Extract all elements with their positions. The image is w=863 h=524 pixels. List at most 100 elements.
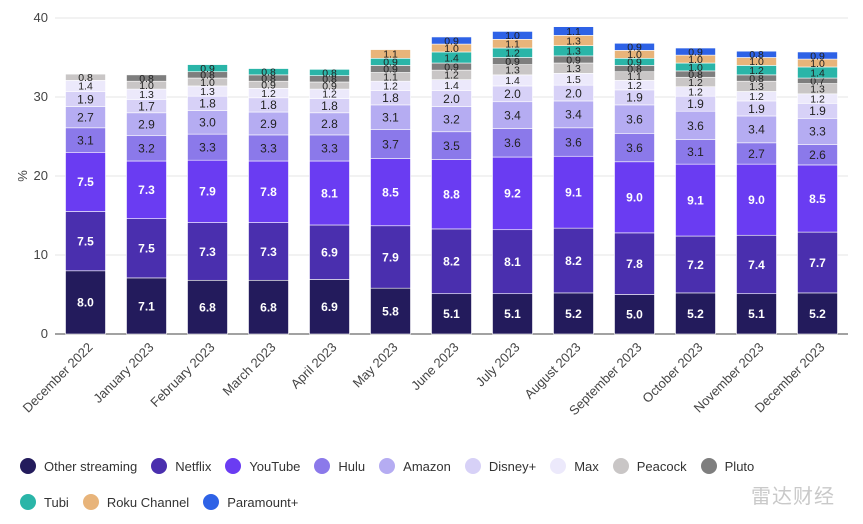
- data-label: 1.2: [261, 88, 276, 100]
- data-label: 2.6: [809, 148, 826, 162]
- bar-segment: [126, 277, 167, 335]
- data-label: 1.8: [260, 98, 277, 112]
- data-label: 7.7: [809, 256, 826, 270]
- y-tick-label: 0: [41, 326, 48, 341]
- data-label: 7.5: [138, 242, 155, 256]
- data-label: 1.9: [77, 92, 94, 106]
- data-label: 1.1: [383, 72, 398, 84]
- bar-segment: [797, 231, 838, 294]
- data-label: 3.0: [199, 116, 216, 130]
- data-label: 0.9: [566, 54, 581, 66]
- bar-segment: [431, 293, 472, 335]
- bar-segment: [248, 279, 289, 335]
- data-label: 1.4: [505, 75, 520, 87]
- bar-segment: [736, 163, 777, 236]
- data-label: 5.2: [809, 307, 826, 321]
- data-label: 7.4: [748, 258, 765, 272]
- data-label: 1.1: [566, 26, 581, 38]
- data-label: 0.9: [444, 35, 459, 47]
- bar-segment: [309, 134, 350, 162]
- data-label: 5.8: [382, 304, 399, 318]
- data-label: 1.8: [321, 99, 338, 113]
- bar-segment: [553, 155, 594, 229]
- watermark-text: 雷达财经: [751, 484, 835, 508]
- data-label: 9.0: [748, 193, 765, 207]
- data-label: 1.2: [627, 80, 642, 92]
- legend-swatch: [464, 458, 481, 474]
- legend-swatch: [20, 458, 36, 474]
- data-label: 1.0: [810, 58, 825, 70]
- bar-segment: [675, 235, 716, 294]
- chart-container: 0 10 20 30 40% 8.0 7.5 7.5 3.1 2.7 1.9 1.4 0.8 Decemb…: [15, 10, 848, 510]
- data-label: 0.8: [261, 67, 276, 79]
- data-label: 3.4: [504, 108, 521, 122]
- bar-segment: [553, 227, 594, 294]
- bar-segment: [126, 135, 167, 162]
- data-label: 3.4: [748, 123, 765, 137]
- data-label: 9.2: [504, 187, 521, 201]
- bar-segment: [126, 74, 167, 82]
- bar-segment: [187, 64, 228, 73]
- data-label: 0.8: [749, 49, 764, 61]
- x-tick-label: August 2023: [521, 340, 583, 402]
- data-label: 6.9: [321, 246, 338, 260]
- data-label: 0.9: [322, 80, 337, 92]
- legend-swatch: [203, 494, 220, 510]
- bar-segment: [614, 294, 655, 335]
- data-label: 7.9: [199, 185, 216, 199]
- data-label: 5.2: [565, 307, 582, 321]
- legend-label: Pluto: [724, 458, 755, 474]
- data-label: 0.9: [627, 57, 642, 69]
- bar-segment: [187, 133, 228, 161]
- data-label: 3.6: [626, 141, 643, 155]
- bar-segment: [797, 51, 838, 60]
- data-label: 7.2: [687, 258, 704, 272]
- bar-segment: [431, 131, 472, 160]
- legend-label: Amazon: [403, 458, 451, 474]
- data-label: 6.8: [260, 300, 277, 314]
- data-label: 9.1: [565, 186, 582, 200]
- legend-swatch: [550, 458, 567, 474]
- bar-segment: [65, 270, 106, 335]
- x-tick-label: January 2023: [90, 340, 156, 406]
- bar-segment: [370, 104, 411, 130]
- data-label: 0.9: [383, 64, 398, 76]
- x-tick-label: July 2023: [473, 340, 523, 390]
- data-label: 3.6: [504, 136, 521, 150]
- bar-segment: [553, 26, 594, 36]
- legend-item: Amazon: [379, 458, 451, 474]
- bar-segment: [492, 31, 533, 40]
- data-label: 1.9: [626, 91, 643, 105]
- legend-item: Netflix: [151, 458, 211, 474]
- data-label: 2.0: [443, 92, 460, 106]
- bar-segment: [492, 293, 533, 335]
- data-label: 8.5: [382, 186, 399, 200]
- bar-segment: [675, 139, 716, 165]
- chart-legend: Other streaming Netflix YouTube Hulu Amazon D…: [20, 452, 850, 524]
- bar-segment: [797, 292, 838, 335]
- x-tick-label: December 2022: [20, 340, 96, 416]
- bar-segment: [492, 156, 533, 231]
- data-label: 1.9: [809, 104, 826, 118]
- data-label: 2.0: [504, 87, 521, 101]
- bar-segment: [370, 287, 411, 335]
- data-label: 8.5: [809, 192, 826, 206]
- data-label: 1.2: [810, 93, 825, 105]
- bar-segment: [675, 47, 716, 56]
- legend-label: Paramount+: [227, 494, 299, 510]
- data-label: 5.1: [748, 307, 765, 321]
- data-label: 5.0: [626, 308, 643, 322]
- data-label: 1.4: [78, 81, 93, 93]
- bar-segment: [431, 159, 472, 230]
- data-label: 0.9: [383, 57, 398, 69]
- data-label: 1.9: [748, 102, 765, 116]
- data-label: 0.8: [261, 73, 276, 85]
- data-label: 6.9: [321, 300, 338, 314]
- data-label: 1.4: [444, 80, 459, 92]
- data-label: 0.8: [627, 63, 642, 75]
- data-label: 1.3: [139, 89, 154, 101]
- data-label: 1.0: [444, 43, 459, 55]
- data-label: 1.0: [688, 54, 703, 66]
- data-label: 3.2: [138, 142, 155, 156]
- legend-item: Pluto: [700, 458, 755, 474]
